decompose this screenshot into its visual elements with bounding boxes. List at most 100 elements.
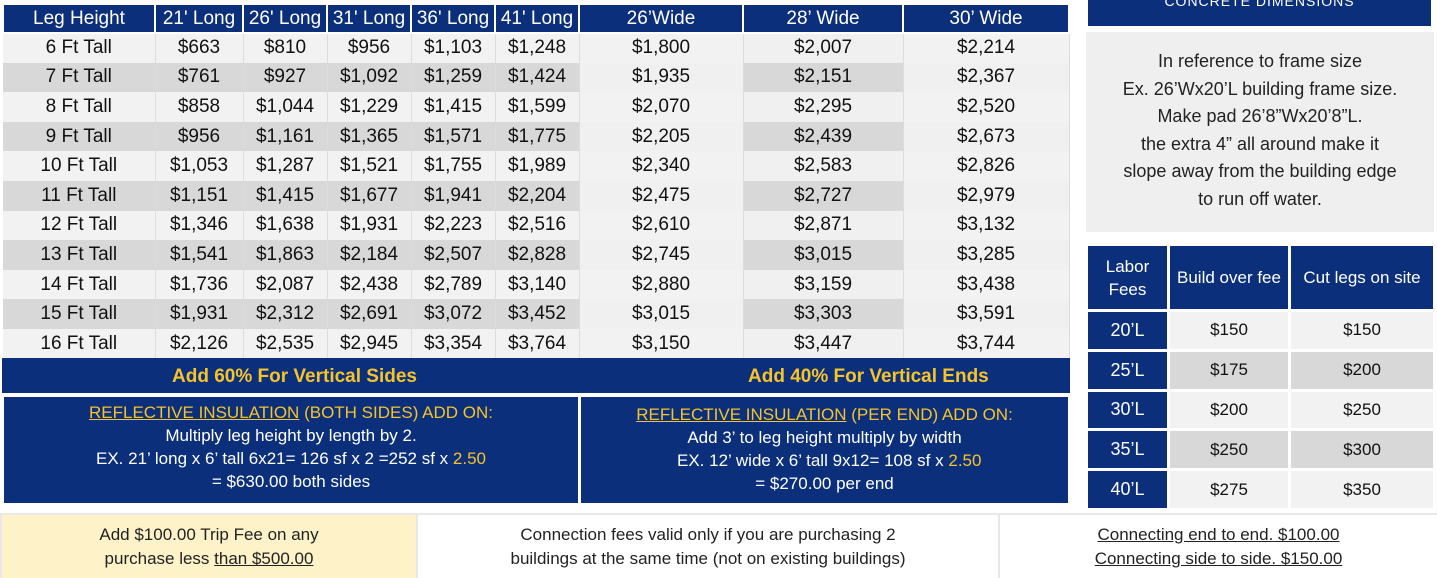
table-row: 25’L $175 $200 (1085, 348, 1436, 392)
price-cell: $3,150 (579, 328, 744, 359)
concrete-line: to run off water. (1198, 188, 1322, 209)
price-cell: $3,132 (903, 210, 1070, 241)
price-cell: $2,214 (903, 33, 1070, 63)
insulation-sides-line3: = $630.00 both sides (211, 472, 371, 491)
price-header-cell: 21' Long (154, 3, 244, 34)
price-cell: $2,583 (743, 151, 904, 181)
vertical-add-bar: Add 60% For Vertical Sides Add 40% For V… (2, 358, 1070, 393)
price-cell: $2,439 (743, 121, 904, 152)
table-row: 6 Ft Tall $663 $810 $956 $1,103 $1,248 $1,800 $… (3, 33, 1070, 63)
connection-fee-note: Connection fees valid only if you are pu… (418, 515, 998, 578)
price-cell: $1,800 (579, 33, 744, 63)
table-row: 15 Ft Tall $1,931 $2,312 $2,691 $3,072 $3,452… (3, 299, 1070, 329)
price-cell: $1,521 (327, 151, 412, 181)
price-cell: $927 (243, 62, 328, 93)
price-cell: $2,151 (743, 62, 904, 93)
insulation-sides-line2: EX. 21’ long x 6’ tall 6x21= 126 sf x 2 … (4, 447, 578, 470)
price-cell: $956 (155, 121, 244, 152)
vertical-sides-note: Add 60% For Vertical Sides (172, 366, 417, 387)
concrete-header-label: CONCRETE DIMENSIONS (1164, 0, 1355, 9)
trip-fee-line2-pre: purchase less (104, 549, 215, 568)
leg-height-cell: 13 Ft Tall (3, 240, 156, 270)
labor-length-cell: 40’L (1085, 468, 1170, 511)
insulation-sides-rate: 2.50 (452, 449, 486, 468)
price-cell: $1,092 (327, 62, 412, 93)
price-cell: $3,303 (743, 299, 904, 329)
trip-fee-note: Add $100.00 Trip Fee on any purchase les… (2, 515, 416, 578)
bottom-notes-row: Add $100.00 Trip Fee on any purchase les… (0, 513, 1437, 578)
price-cell: $956 (327, 33, 412, 63)
price-header-cell: 26’Wide (578, 3, 744, 34)
price-cell: $1,931 (327, 210, 412, 241)
price-cell: $2,789 (411, 269, 496, 300)
price-cell: $1,229 (327, 92, 412, 122)
trip-fee-line1: Add $100.00 Trip Fee on any (99, 525, 319, 544)
leg-height-cell: 12 Ft Tall (3, 210, 156, 241)
price-table-header: Leg Height 21' Long 26' Long 31' Long 36' Lo… (2, 3, 1070, 34)
insulation-ends-link[interactable]: REFLECTIVE INSULATION (636, 405, 847, 424)
table-row: 10 Ft Tall $1,053 $1,287 $1,521 $1,755 $1,989… (3, 151, 1070, 181)
connection-note-line1: Connection fees valid only if you are pu… (520, 525, 896, 544)
price-cell: $3,159 (743, 269, 904, 300)
labor-length-cell: 25’L (1085, 348, 1170, 392)
leg-height-cell: 15 Ft Tall (3, 299, 156, 329)
table-row: 35’L $250 $300 (1085, 428, 1436, 472)
price-cell: $1,931 (155, 299, 244, 329)
labor-length-cell: 30’L (1085, 388, 1170, 432)
concrete-line: slope away from the building edge (1123, 161, 1397, 181)
insulation-ends-example: EX. 12’ wide x 6’ tall 9x12= 108 sf x (676, 451, 949, 470)
insulation-ends-title-rest: (PER END) ADD ON: (846, 405, 1013, 424)
insulation-sides-example: EX. 21’ long x 6’ tall 6x21= 126 sf x 2 … (96, 449, 453, 468)
price-cell: $2,516 (495, 210, 580, 241)
price-cell: $2,126 (155, 328, 244, 359)
table-row: 8 Ft Tall $858 $1,044 $1,229 $1,415 $1,599 $2,… (3, 92, 1070, 122)
price-cell: $1,941 (411, 180, 496, 211)
price-cell: $3,744 (903, 328, 1070, 359)
price-cell: $1,259 (411, 62, 496, 93)
connection-prices: Connecting end to end. $100.00 Connectin… (1000, 515, 1437, 578)
price-cell: $1,346 (155, 210, 244, 241)
insulation-sides-line1: Multiply leg height by length by 2. (165, 426, 417, 445)
leg-height-cell: 11 Ft Tall (3, 180, 156, 211)
price-cell: $1,151 (155, 180, 244, 211)
concrete-line: the extra 4” all around make it (1140, 133, 1380, 154)
labor-fee-cell: $200 (1167, 388, 1291, 432)
labor-fee-cell: $175 (1167, 348, 1291, 392)
price-cell: $1,755 (411, 151, 496, 181)
insulation-ends-line2: EX. 12’ wide x 6’ tall 9x12= 108 sf x 2.… (581, 449, 1068, 472)
price-header-cell: 28’ Wide (742, 3, 904, 34)
price-cell: $2,691 (327, 299, 412, 329)
labor-fees-table: Labor Fees Build over fee Cut legs on site… (1085, 243, 1436, 511)
labor-fee-cell: $250 (1288, 388, 1436, 432)
price-cell: $2,205 (579, 121, 744, 152)
table-row: 9 Ft Tall $956 $1,161 $1,365 $1,571 $1,775 $2,… (3, 121, 1070, 152)
concrete-line: Make pad 26’8”Wx20’8”L. (1157, 106, 1363, 126)
concrete-line: In reference to frame size (1157, 51, 1363, 71)
price-cell: $3,015 (743, 240, 904, 270)
insulation-ends-line3: = $270.00 per end (755, 474, 894, 493)
price-cell: $3,764 (495, 328, 580, 359)
price-cell: $1,935 (579, 62, 744, 93)
price-cell: $2,979 (903, 180, 1070, 211)
price-cell: $3,591 (903, 299, 1070, 329)
price-cell: $2,610 (579, 210, 744, 241)
price-table-body: 6 Ft Tall $663 $810 $956 $1,103 $1,248 $1,800 $… (3, 33, 1070, 359)
price-cell: $1,415 (411, 92, 496, 122)
table-row: 20’L $150 $150 (1085, 309, 1436, 352)
price-cell: $1,044 (243, 92, 328, 122)
price-cell: $2,312 (243, 299, 328, 329)
connect-end-to-end: Connecting end to end. $100.00 (1097, 525, 1340, 544)
insulation-sides-title-rest: (BOTH SIDES) ADD ON: (299, 403, 493, 422)
insulation-sides-link[interactable]: REFLECTIVE INSULATION (89, 403, 300, 422)
price-cell: $2,087 (243, 269, 328, 300)
price-cell: $2,880 (579, 269, 744, 300)
price-cell: $1,365 (327, 121, 412, 152)
concrete-line: Ex. 26’Wx20’L building frame size. (1122, 78, 1398, 99)
price-cell: $3,285 (903, 240, 1070, 270)
price-cell: $2,520 (903, 92, 1070, 122)
labor-fee-cell: $350 (1288, 468, 1436, 511)
price-cell: $1,677 (327, 180, 412, 211)
labor-header-cell: Cut legs on site (1288, 243, 1436, 312)
price-header-cell: 26' Long (242, 3, 328, 34)
insulation-ends-rate: 2.50 (948, 451, 982, 470)
